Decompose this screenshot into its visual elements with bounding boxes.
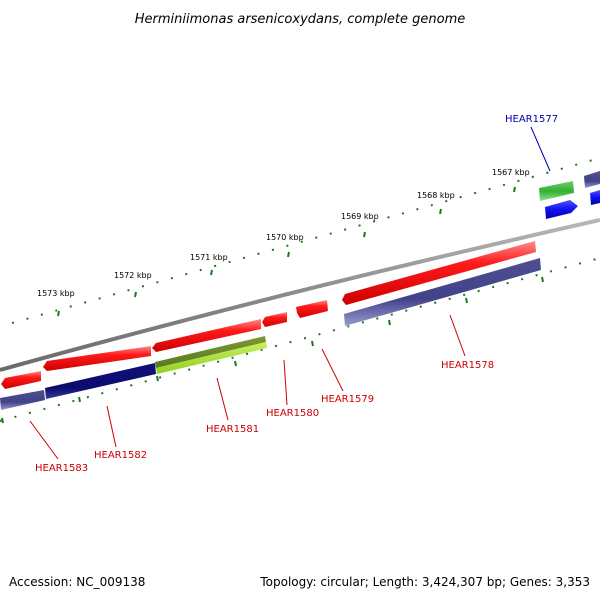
leader-hear1581: [216, 377, 229, 421]
leader-hear1579: [321, 348, 344, 392]
leader-hear1583: [29, 420, 59, 460]
upper-scale: [11, 157, 600, 324]
lower-major-ticks: [1, 276, 544, 424]
gene-hear1581-olive[interactable]: [155, 336, 266, 368]
kbp-label-1571: 1571 kbp: [190, 253, 228, 262]
gene-edge-blue[interactable]: [590, 190, 600, 205]
map-title: Herminiimonas arsenicoxydans, complete g…: [135, 12, 465, 27]
reverse-strand: [0, 258, 541, 410]
gene-edge-purple[interactable]: [584, 171, 600, 188]
gene-hear1582-reverse[interactable]: [45, 363, 156, 399]
gene-hear1582-forward[interactable]: [43, 346, 151, 371]
kbp-label-1570: 1570 kbp: [266, 233, 304, 242]
leader-hear1578: [449, 314, 466, 357]
gene-hear1578-reverse[interactable]: [344, 258, 541, 326]
kbp-label-1573: 1573 kbp: [37, 289, 75, 298]
gene-label-hear1579[interactable]: HEAR1579: [321, 394, 374, 405]
gene-label-hear1582[interactable]: HEAR1582: [94, 450, 147, 461]
gene-label-hear1583[interactable]: HEAR1583: [35, 463, 88, 474]
gene-hear1579-forward[interactable]: [296, 300, 328, 318]
gene-hear1580-forward[interactable]: [262, 312, 287, 327]
upper-minor-ticks: [11, 157, 600, 324]
gene-label-hear1578[interactable]: HEAR1578: [441, 360, 494, 371]
scale-labels: 1573 kbp 1572 kbp 1571 kbp 1570 kbp 1569…: [37, 168, 530, 298]
leader-hear1582: [106, 405, 117, 448]
kbp-label-1568: 1568 kbp: [417, 191, 455, 200]
kbp-label-1569: 1569 kbp: [341, 212, 379, 221]
leader-hear1580: [283, 359, 288, 406]
genome-summary-text: Topology: circular; Length: 3,424,307 bp…: [259, 575, 590, 589]
gene-label-hear1581[interactable]: HEAR1581: [206, 424, 259, 435]
leader-hear1577: [530, 126, 551, 172]
forward-strand: [1, 241, 536, 389]
gene-hear1578-forward[interactable]: [342, 241, 536, 305]
genome-backbone: [0, 218, 600, 372]
gene-hear1577[interactable]: [545, 200, 578, 219]
accession-text: Accession: NC_009138: [9, 575, 145, 589]
gene-hear1577-rna[interactable]: [539, 181, 574, 201]
lower-scale: [0, 257, 600, 424]
gene-hear1581-lime[interactable]: [156, 342, 267, 374]
gene-hear1583-reverse[interactable]: [0, 390, 45, 410]
upper-major-ticks: [57, 186, 516, 317]
upper-right-genes: [539, 171, 600, 219]
gene-label-hear1580[interactable]: HEAR1580: [266, 408, 319, 419]
gene-hear1581-forward[interactable]: [152, 319, 261, 352]
lower-minor-ticks: [0, 257, 600, 422]
kbp-label-1567: 1567 kbp: [492, 168, 530, 177]
gene-hear1583-forward[interactable]: [1, 371, 41, 389]
kbp-label-1572: 1572 kbp: [114, 271, 152, 280]
gene-labels: HEAR1577 HEAR1578 HEAR1579 HEAR1580 HEAR…: [35, 114, 558, 474]
gene-label-hear1577[interactable]: HEAR1577: [505, 114, 558, 125]
leader-lines: [29, 126, 551, 460]
